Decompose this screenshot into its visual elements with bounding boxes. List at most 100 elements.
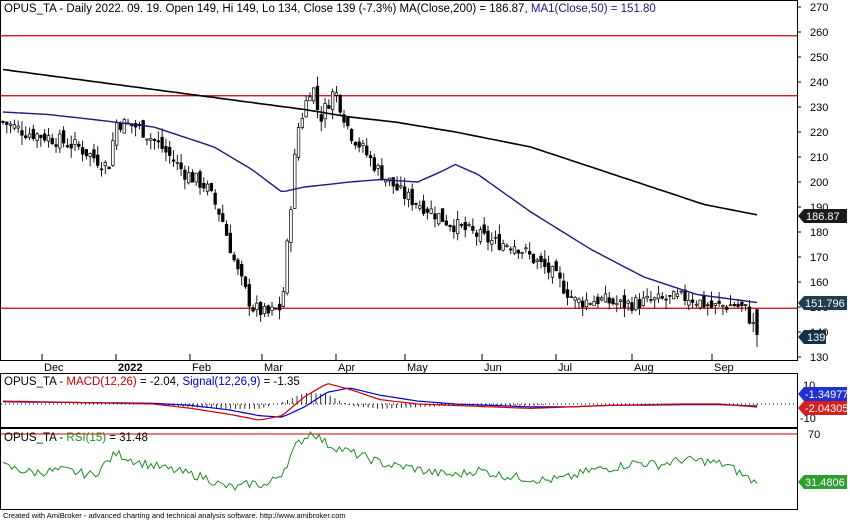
price-panel-frame	[0, 0, 798, 361]
candle-body	[429, 208, 433, 214]
price-tick-210: 210	[810, 152, 828, 164]
candle-body	[497, 234, 502, 250]
price-header: OPUS_TA - Daily 2022. 09. 19. Open 149, …	[4, 3, 656, 15]
candle-body	[31, 128, 35, 139]
candle-body	[505, 245, 509, 247]
candle-body	[99, 168, 104, 171]
candle-body	[213, 192, 217, 205]
candle-body	[463, 222, 467, 230]
candle-body	[300, 118, 304, 128]
candle-body	[111, 140, 115, 166]
candle-body	[550, 266, 555, 278]
macd-badge-text: -2.04305	[805, 403, 848, 415]
candle-body	[365, 145, 369, 156]
candle-body	[183, 169, 187, 180]
candle-body	[558, 272, 562, 279]
candle-body	[467, 223, 471, 227]
candle-body	[546, 262, 551, 273]
candle-body	[270, 306, 274, 311]
candle-body	[478, 229, 483, 242]
candle-body	[80, 147, 85, 155]
candle-body	[304, 100, 308, 118]
candle-body	[312, 87, 316, 102]
candle-body	[149, 138, 153, 141]
candle-body	[687, 299, 691, 306]
macd-header-prefix: OPUS_TA -	[4, 376, 66, 388]
candle-body	[474, 232, 479, 237]
candle-body	[486, 230, 490, 243]
candle-body	[573, 297, 577, 301]
candle-body	[281, 291, 286, 307]
signal-badge: -1.34977	[798, 387, 848, 401]
candle-body	[319, 114, 323, 122]
candle-body	[65, 145, 70, 148]
price-tick-250: 250	[810, 52, 828, 64]
candle-body	[634, 297, 638, 311]
candle-body	[171, 159, 176, 162]
candle-body	[690, 299, 695, 303]
candle-body	[24, 135, 28, 139]
candle-body	[122, 119, 126, 134]
candle-body	[410, 188, 414, 206]
price-tick-240: 240	[810, 77, 828, 89]
candle-body	[69, 143, 73, 149]
rsi-panel-frame	[0, 428, 798, 510]
candle-body	[418, 205, 422, 209]
macd-header-signal-value: = -1.35	[260, 376, 299, 388]
candle-body	[653, 297, 657, 301]
candle-body	[194, 172, 198, 183]
candle-body	[209, 183, 214, 192]
candle-body	[46, 135, 51, 142]
x-label-aug: Aug	[634, 362, 654, 374]
candle-body	[243, 276, 248, 288]
ma50-line	[2, 111, 758, 304]
candle-body	[372, 157, 376, 171]
candle-body	[702, 295, 706, 308]
candle-body	[160, 136, 164, 149]
macd-header-macd-value: = -2.04,	[137, 376, 183, 388]
price-header-ma50: MA1(Close,50) = 151.80	[531, 3, 656, 15]
candle-body	[747, 306, 752, 324]
candle-body	[232, 254, 236, 261]
rsi-header-rsi: RSI(15)	[66, 432, 106, 444]
candle-body	[565, 289, 570, 298]
candle-body	[187, 172, 191, 184]
candle-body	[592, 301, 596, 307]
candle-body	[164, 146, 168, 153]
candle-body	[675, 293, 680, 297]
ma50-badge-text: 151.796	[805, 298, 845, 310]
candle-body	[615, 303, 619, 305]
candle-body	[531, 253, 536, 264]
price-tick-230: 230	[810, 102, 828, 114]
candle-body	[289, 209, 293, 243]
candle-body	[277, 303, 282, 311]
candle-body	[554, 261, 558, 272]
candle-body	[728, 304, 733, 307]
candle-body	[145, 138, 149, 141]
candle-body	[190, 172, 195, 183]
x-label-apr: Apr	[338, 362, 355, 374]
candle-body	[395, 183, 399, 191]
ma200-badge: 186.87	[798, 209, 847, 223]
candle-body	[50, 137, 54, 145]
candle-body	[315, 85, 320, 110]
candle-body	[368, 155, 373, 159]
candle-body	[43, 133, 47, 141]
candle-body	[656, 293, 661, 300]
signal-badge-text: -1.34977	[805, 389, 848, 401]
candle-body	[61, 130, 66, 144]
candle-body	[92, 149, 96, 159]
candle-body	[221, 213, 225, 222]
candle-body	[452, 225, 456, 233]
candle-body	[448, 224, 452, 228]
macd-header: OPUS_TA - MACD(12,26) = -2.04, Signal(12…	[4, 376, 300, 388]
candle-body	[668, 295, 672, 297]
candle-body	[73, 139, 77, 145]
price-header-main: OPUS_TA - Daily 2022. 09. 19. Open 149, …	[4, 3, 528, 15]
candle-body	[346, 117, 350, 127]
candle-body	[637, 299, 642, 309]
candle-body	[54, 144, 58, 147]
candle-body	[641, 297, 645, 306]
candle-body	[391, 177, 395, 187]
candle-body	[224, 223, 229, 236]
